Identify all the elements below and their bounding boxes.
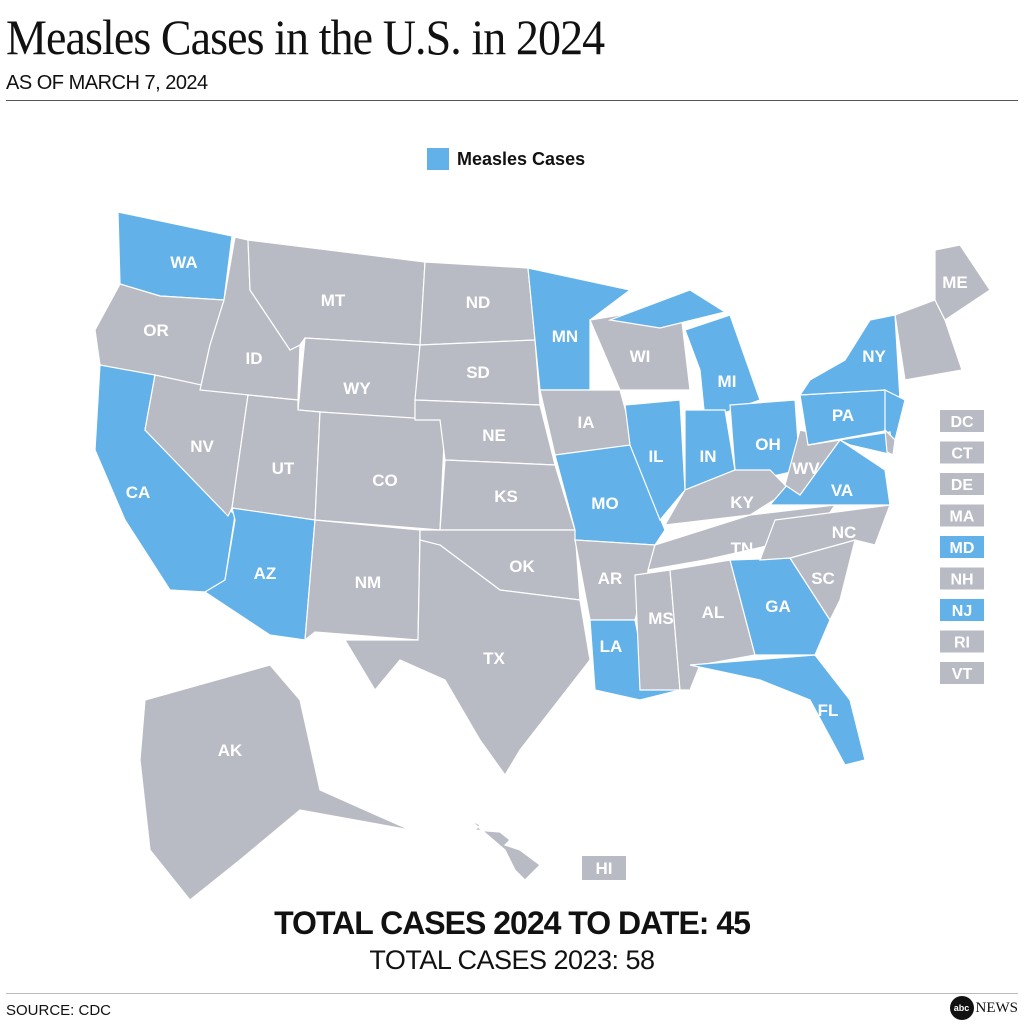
small-state-box-ct	[940, 441, 984, 464]
state-label-al: AL	[702, 603, 725, 622]
small-state-box-dc	[940, 410, 984, 432]
state-il	[624, 399, 686, 522]
small-state-box-nj	[940, 599, 984, 621]
small-state-label-ri: RI	[954, 635, 970, 652]
state-label-tn: TN	[731, 539, 754, 558]
state-ut	[231, 394, 321, 521]
small-state-label-nh: NH	[950, 572, 973, 589]
small-state-box-ma	[940, 504, 984, 527]
page-title: Measles Cases in the U.S. in 2024	[6, 9, 605, 65]
small-state-label-ct: CT	[951, 446, 973, 463]
abc-logo-circle: abc	[949, 996, 974, 1020]
state-label-mn: MN	[552, 327, 578, 346]
state-label-ar: AR	[598, 569, 623, 588]
state-label-or: OR	[143, 321, 169, 340]
small-state-label-md: MD	[950, 540, 975, 557]
state-label-tx: TX	[483, 649, 505, 668]
page-subtitle: AS OF MARCH 7, 2024	[6, 72, 208, 94]
state-label-wv: WV	[792, 459, 820, 478]
state-label-nd: ND	[466, 293, 491, 312]
legend-swatch	[427, 148, 449, 170]
state-label-sc: SC	[811, 569, 835, 588]
state-label-ak: AK	[218, 741, 243, 760]
small-state-label-vt: VT	[952, 666, 973, 683]
state-t	[343, 539, 591, 777]
state-label-wi: WI	[630, 347, 651, 366]
legend: Measles Cases	[427, 148, 585, 170]
small-state-label-de: DE	[951, 477, 974, 494]
small-state-box-vt	[940, 662, 984, 684]
small-state-label-nj: NJ	[952, 603, 972, 620]
small-state-box-de	[940, 473, 984, 495]
state-label-ut: UT	[272, 459, 295, 478]
source-text: SOURCE: CDC	[6, 1002, 112, 1019]
total-2024: TOTAL CASES 2024 TO DATE: 45	[274, 905, 751, 941]
state-label-az: AZ	[254, 564, 277, 583]
small-state-label-dc: DC	[950, 414, 974, 431]
small-state-box-nh	[940, 567, 984, 590]
state-label-hi: HI	[596, 859, 613, 878]
small-state-box-md	[940, 536, 984, 558]
state-label-ga: GA	[765, 597, 791, 616]
state-label-oh: OH	[755, 435, 781, 454]
state-label-ky: KY	[730, 493, 754, 512]
state-label-nv: NV	[190, 437, 214, 456]
state-label-wa: WA	[170, 253, 197, 272]
state-nm	[304, 519, 421, 642]
state-label-la: LA	[600, 637, 623, 656]
state-label-id: ID	[246, 349, 263, 368]
state-label-me: ME	[942, 273, 968, 292]
header-divider	[6, 100, 1018, 101]
state-label-il: IL	[648, 447, 663, 466]
state-label-in: IN	[700, 447, 717, 466]
state-label-ok: OK	[509, 557, 535, 576]
state-ny	[798, 314, 901, 402]
state-label-nm: NM	[355, 573, 381, 592]
state-label-nc: NC	[832, 523, 857, 542]
state-label-ny: NY	[862, 347, 886, 366]
state-label-ne: NE	[482, 426, 506, 445]
small-state-box-ri	[940, 630, 984, 653]
total-2023: TOTAL CASES 2023: 58	[369, 945, 655, 975]
state-md	[807, 431, 894, 456]
news-wordmark: NEWS	[975, 999, 1019, 1016]
abc-news-logo: abc NEWS	[949, 996, 1019, 1020]
state-mi	[607, 289, 727, 329]
state-hi-label-box	[582, 856, 626, 880]
state-label-ks: KS	[494, 487, 518, 506]
small-state-label-ma: MA	[950, 509, 975, 526]
state-oh	[729, 399, 801, 481]
state-label-co: CO	[372, 471, 398, 490]
state-label-mt: MT	[321, 291, 346, 310]
state-me	[934, 244, 991, 321]
state-label-pa: PA	[832, 406, 854, 425]
state-label-fl: FL	[818, 701, 839, 720]
footer-divider	[6, 993, 1018, 994]
state-label-ca: CA	[126, 483, 151, 502]
state-label-wy: WY	[343, 379, 371, 398]
state-label-ia: IA	[578, 413, 595, 432]
state-label-ms: MS	[648, 609, 674, 628]
state-label-sd: SD	[466, 363, 490, 382]
legend-label: Measles Cases	[457, 148, 586, 169]
state-ak	[139, 664, 411, 901]
state-label-mi: MI	[718, 372, 737, 391]
state-de	[884, 428, 896, 456]
state-label-va: VA	[831, 481, 853, 500]
state-hi	[469, 819, 541, 881]
state-fl	[689, 654, 866, 766]
state-ne	[894, 299, 963, 381]
state-label-mo: MO	[591, 494, 618, 513]
